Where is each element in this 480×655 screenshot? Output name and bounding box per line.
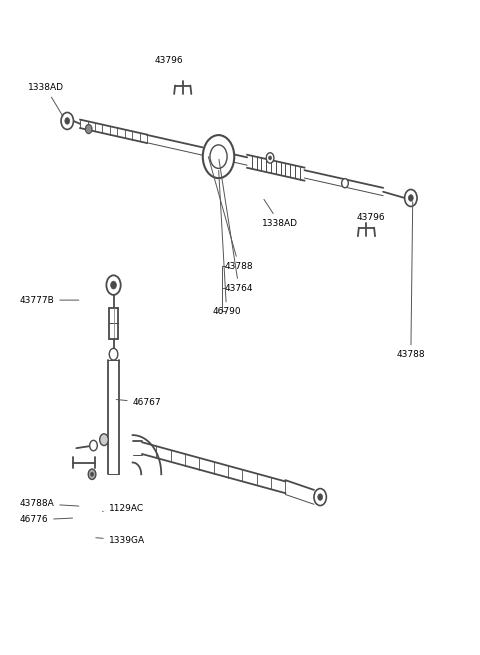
Circle shape [269,156,272,160]
Text: 46767: 46767 [116,398,161,407]
Circle shape [65,118,70,124]
Circle shape [91,472,94,476]
Circle shape [107,275,120,295]
Text: 46790: 46790 [212,170,241,316]
Circle shape [314,489,326,506]
Text: 43777B: 43777B [20,295,79,305]
Text: 1338AD: 1338AD [262,199,298,228]
Circle shape [111,281,116,289]
Text: 43796: 43796 [357,214,385,223]
Text: 1129AC: 1129AC [103,504,144,514]
Circle shape [405,189,417,206]
Text: 1339GA: 1339GA [96,536,145,544]
Circle shape [342,179,348,188]
Circle shape [210,145,227,168]
Text: 43788: 43788 [396,202,425,360]
Text: 46776: 46776 [20,515,72,525]
Circle shape [100,434,108,445]
Circle shape [408,195,413,201]
Text: 1338AD: 1338AD [28,83,64,117]
Circle shape [88,469,96,479]
Circle shape [203,135,234,178]
Circle shape [61,113,73,130]
Circle shape [90,440,97,451]
Text: 43796: 43796 [155,56,184,65]
Circle shape [109,348,118,360]
Circle shape [85,124,92,134]
Text: 43788: 43788 [208,157,253,271]
Text: 43764: 43764 [219,159,253,293]
Text: 43788A: 43788A [20,499,79,508]
Circle shape [318,494,323,500]
Circle shape [266,153,274,163]
